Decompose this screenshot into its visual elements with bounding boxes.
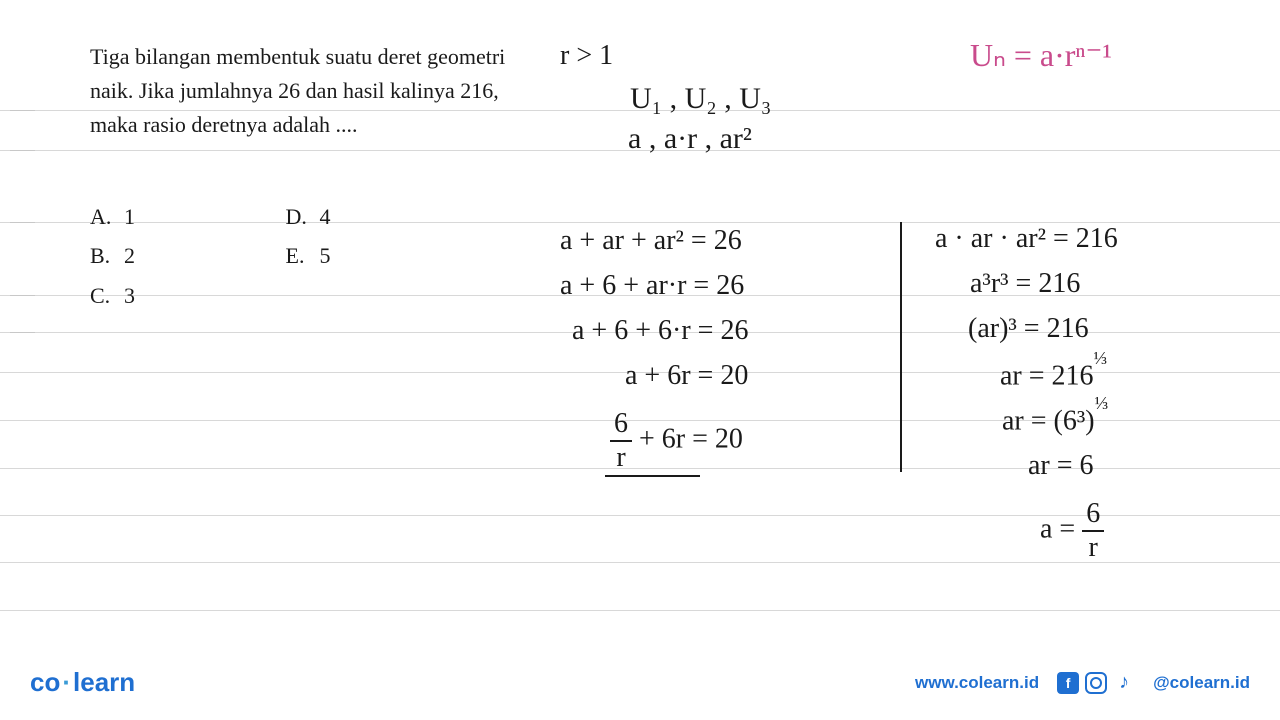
hw-right-3: (ar)³ = 216 xyxy=(968,313,1089,345)
hw-right-5: ar = (6³)⅓ xyxy=(1002,403,1108,437)
answer-option: E.5 xyxy=(286,237,406,274)
social-handle: @colearn.id xyxy=(1153,673,1250,693)
hw-right-1: a · ar · ar² = 216 xyxy=(935,223,1118,255)
footer: co·learn www.colearn.id f ♪ @colearn.id xyxy=(0,665,1280,700)
hw-right-7: a = 6 r xyxy=(1040,498,1104,564)
answer-option: A.1 xyxy=(90,198,280,235)
answer-option: C.3 xyxy=(90,277,280,314)
hw-right-2: a³r³ = 216 xyxy=(970,268,1080,300)
hw-terms-u: U₁ , U₂ , U₃ xyxy=(630,82,771,116)
answer-options: A.1B.2C.3 D.4E.5 xyxy=(90,198,406,316)
hw-condition: r > 1 xyxy=(560,40,613,72)
hw-left-4: a + 6r = 20 xyxy=(625,360,748,392)
social-icons: f ♪ xyxy=(1057,672,1135,694)
hw-terms-a: a , a·r , ar² xyxy=(628,122,752,156)
hw-left-3: a + 6 + 6·r = 26 xyxy=(572,315,748,347)
hw-formula: Uₙ = a·rⁿ⁻¹ xyxy=(970,36,1112,74)
answer-option: D.4 xyxy=(286,198,406,235)
question-text: Tiga bilangan membentuk suatu deret geom… xyxy=(90,40,520,142)
tiktok-icon[interactable]: ♪ xyxy=(1113,672,1135,694)
hw-frac-a: 6 r xyxy=(1082,498,1104,564)
answer-option: B.2 xyxy=(90,237,280,274)
hw-divider xyxy=(900,222,902,472)
hw-left-1: a + ar + ar² = 26 xyxy=(560,225,742,257)
footer-url[interactable]: www.colearn.id xyxy=(915,673,1039,693)
hw-right-6: ar = 6 xyxy=(1028,450,1094,482)
hw-left-5: 6 r + 6r = 20 xyxy=(610,408,743,474)
hw-left-2: a + 6 + ar·r = 26 xyxy=(560,270,744,302)
facebook-icon[interactable]: f xyxy=(1057,672,1079,694)
logo: co·learn xyxy=(30,667,135,698)
hw-right-4: ar = 216⅓ xyxy=(1000,358,1107,392)
instagram-icon[interactable] xyxy=(1085,672,1107,694)
hw-left-underline xyxy=(605,475,700,477)
hw-frac-6r: 6 r xyxy=(610,408,632,474)
